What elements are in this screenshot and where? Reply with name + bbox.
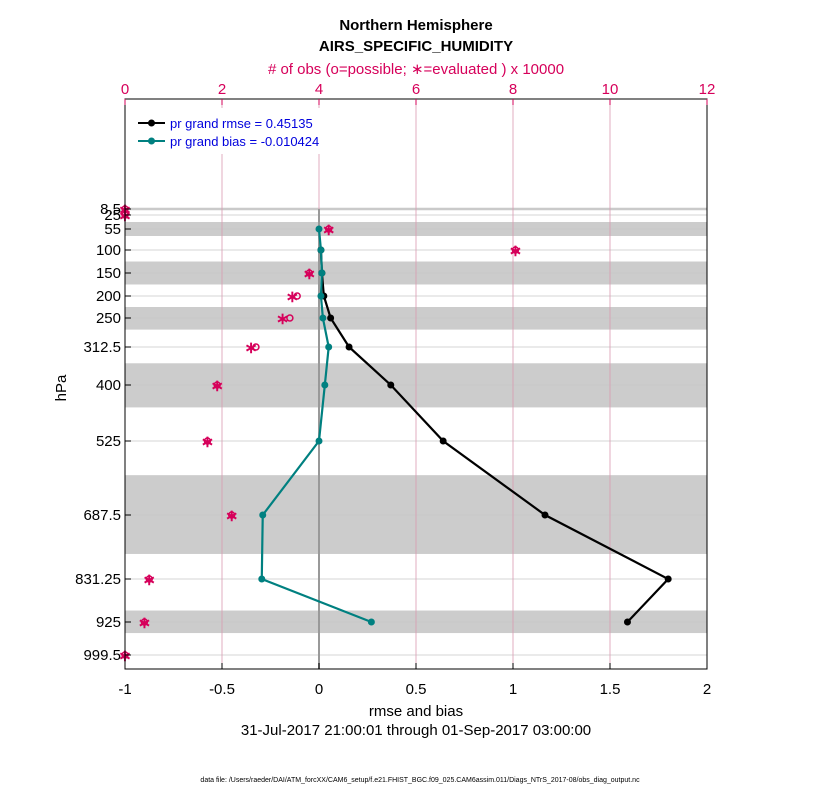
legend-bias-marker bbox=[148, 137, 155, 145]
x-axis-label: rmse and bias bbox=[369, 703, 463, 720]
date-range-label: 31-Jul-2017 21:00:01 through 01-Sep-2017… bbox=[241, 722, 591, 739]
x-tick-label: 0.5 bbox=[406, 681, 427, 698]
top-tick-label: 12 bbox=[699, 81, 716, 98]
x-tick-label: -0.5 bbox=[209, 681, 235, 698]
obs-possible-marker bbox=[286, 314, 294, 322]
legend-rmse-label: pr grand rmse = 0.45135 bbox=[170, 116, 313, 131]
bias-point bbox=[315, 225, 323, 233]
y-tick-label: 250 bbox=[96, 310, 121, 327]
y-tick-label: 55 bbox=[104, 221, 121, 238]
bias-point bbox=[317, 292, 325, 300]
x-tick-label: 1 bbox=[509, 681, 517, 698]
obs-possible-marker bbox=[145, 575, 153, 583]
obs-evaluated-marker: ∗ bbox=[201, 434, 214, 451]
y-tick-label: 400 bbox=[96, 377, 121, 394]
top-tick-label: 8 bbox=[509, 81, 517, 98]
top-tick-label: 0 bbox=[121, 81, 129, 98]
y-tick-label: 999.5 bbox=[83, 647, 121, 664]
y-tick-label: 925 bbox=[96, 614, 121, 631]
x-tick-label: -1 bbox=[118, 681, 131, 698]
bias-point bbox=[258, 575, 266, 583]
obs-possible-marker bbox=[511, 246, 520, 254]
obs-evaluated-marker: ∗ bbox=[509, 243, 522, 260]
chart-title-line1: Northern Hemisphere bbox=[339, 17, 492, 34]
bias-line bbox=[260, 228, 372, 624]
obs-possible-marker bbox=[293, 292, 301, 300]
top-tick-label: 6 bbox=[412, 81, 420, 98]
y-tick-label: 312.5 bbox=[83, 339, 121, 356]
grid-lines bbox=[124, 99, 708, 669]
obs-possible-marker bbox=[203, 437, 212, 445]
x-tick-label: 1.5 bbox=[600, 681, 621, 698]
rmse-point bbox=[439, 437, 447, 445]
y-axis-label: hPa bbox=[53, 374, 70, 401]
y-tick-label: 100 bbox=[96, 242, 121, 259]
top-tick-label: 4 bbox=[315, 81, 323, 98]
y-tick-label: 525 bbox=[96, 433, 121, 450]
x-tick-label: 2 bbox=[703, 681, 711, 698]
obs-possible-marker bbox=[324, 225, 333, 233]
top-axis-label: # of obs (o=possible; ∗=evaluated ) x 10… bbox=[268, 61, 564, 78]
obs-evaluated-marker: ∗ bbox=[322, 222, 335, 239]
y-tick-label: 687.5 bbox=[83, 507, 121, 524]
obs-evaluated-marker: ∗ bbox=[138, 615, 151, 632]
data-series: ∗∗∗∗∗∗∗∗∗∗∗∗∗∗ bbox=[118, 202, 672, 665]
rmse-line bbox=[319, 249, 671, 623]
y-tick-label: 831.25 bbox=[75, 571, 121, 588]
y-tick-label: 8.5 bbox=[100, 201, 121, 218]
obs-possible-marker bbox=[140, 618, 149, 626]
bias-point bbox=[318, 269, 326, 277]
top-tick-label: 2 bbox=[218, 81, 226, 98]
rmse-point bbox=[541, 511, 549, 519]
rmse-point bbox=[327, 314, 335, 322]
obs-evaluated-marker: ∗ bbox=[210, 378, 223, 395]
bias-point bbox=[319, 314, 327, 322]
legend-box bbox=[132, 108, 378, 154]
obs-evaluated-marker: ∗ bbox=[244, 340, 257, 357]
bias-point bbox=[317, 246, 325, 254]
obs-evaluated-marker: ∗ bbox=[286, 289, 299, 306]
chart-title-line2: AIRS_SPECIFIC_HUMIDITY bbox=[319, 38, 513, 55]
obs-evaluated-marker: ∗ bbox=[143, 572, 156, 589]
obs-evaluated-marker: ∗ bbox=[276, 311, 289, 328]
obs-possible-marker bbox=[305, 269, 314, 277]
obs-evaluated-marker: ∗ bbox=[225, 508, 238, 525]
bias-point bbox=[259, 511, 267, 519]
legend-bias-label: pr grand bias = -0.010424 bbox=[170, 134, 319, 149]
y-tick-label: 200 bbox=[96, 288, 121, 305]
top-tick-label: 10 bbox=[602, 81, 619, 98]
rmse-point bbox=[387, 381, 395, 389]
bias-point bbox=[325, 343, 333, 351]
bias-point bbox=[321, 381, 329, 389]
data-file-footer: data file: /Users/raeder/DAI/ATM_forcXX/… bbox=[200, 777, 640, 784]
obs-possible-marker bbox=[213, 381, 221, 389]
bias-point bbox=[315, 437, 323, 445]
y-tick-label: 25 bbox=[104, 207, 121, 224]
rmse-point bbox=[345, 343, 353, 351]
obs-possible-marker bbox=[227, 511, 236, 519]
y-tick-label: 150 bbox=[96, 265, 121, 282]
rmse-point bbox=[664, 575, 672, 583]
obs-possible-marker bbox=[252, 343, 260, 351]
legend-rmse-marker bbox=[148, 119, 155, 127]
x-tick-label: 0 bbox=[315, 681, 323, 698]
bias-point bbox=[367, 618, 375, 626]
legend: pr grand rmse = 0.45135 pr grand bias = … bbox=[132, 108, 378, 154]
rmse-point bbox=[623, 618, 631, 626]
obs-evaluated-marker: ∗ bbox=[303, 266, 316, 283]
